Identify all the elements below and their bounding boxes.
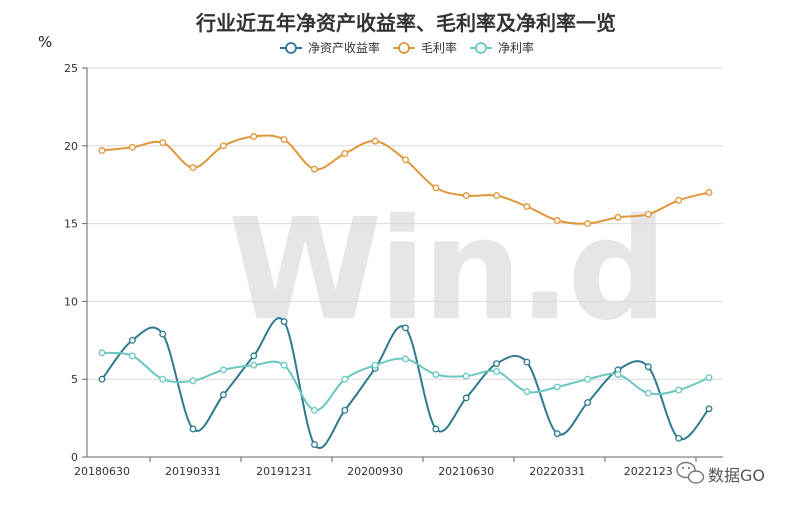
axes: [86, 68, 723, 458]
data-point: [250, 133, 258, 140]
data-point: [705, 189, 713, 196]
data-point: [614, 371, 622, 378]
data-point: [553, 217, 561, 224]
data-point: [128, 336, 136, 344]
data-point: [493, 192, 500, 200]
y-tick-label: 5: [71, 373, 78, 386]
data-point: [675, 386, 683, 394]
data-point: [675, 196, 683, 204]
data-point: [159, 375, 167, 383]
data-point: [341, 150, 349, 158]
data-point: [644, 210, 652, 218]
data-point: [584, 375, 592, 383]
data-point: [341, 406, 349, 414]
data-point: [584, 220, 592, 228]
x-tick-label: 2022123: [624, 465, 673, 478]
legend-swatch-marker: [398, 42, 410, 54]
brand-badge: 数据GO: [676, 461, 765, 485]
data-point: [432, 184, 440, 192]
data-point: [553, 383, 561, 391]
x-tick-label: 20191231: [256, 465, 312, 478]
data-point: [250, 361, 258, 369]
x-tick-label: 20220331: [529, 465, 585, 478]
wechat-icon: [676, 461, 705, 484]
legend-item[interactable]: 毛利率: [393, 40, 457, 55]
y-tick-label: 0: [71, 451, 78, 464]
data-point: [432, 425, 440, 433]
x-tick-label: 20200930: [347, 465, 403, 478]
data-point: [189, 377, 197, 385]
data-point: [432, 371, 440, 378]
data-point: [280, 136, 288, 144]
y-axis-ticks: 0 5 10 15 20 25: [64, 62, 87, 464]
data-point: [219, 142, 227, 150]
data-point: [98, 375, 106, 383]
legend-label: 净利率: [498, 40, 534, 55]
data-point: [614, 213, 622, 221]
data-point: [523, 388, 531, 396]
series-layer: [98, 133, 713, 449]
data-point: [523, 203, 531, 210]
data-point: [584, 399, 592, 406]
data-point: [705, 405, 713, 413]
data-point: [371, 361, 379, 369]
brand-name: 数据GO: [708, 466, 765, 485]
y-tick-label: 15: [64, 218, 78, 231]
data-point: [644, 363, 652, 371]
x-tick-label: 20210630: [438, 465, 494, 478]
data-point: [280, 361, 288, 369]
data-point: [250, 352, 258, 360]
x-tick-label: 20190331: [165, 465, 221, 478]
data-point: [159, 330, 167, 338]
data-point: [311, 406, 318, 414]
data-point: [189, 425, 197, 433]
data-point: [189, 164, 197, 172]
data-point: [493, 367, 500, 375]
x-tick-label: 20180630: [74, 465, 130, 478]
data-point: [341, 375, 349, 383]
legend-swatch-marker: [475, 42, 487, 54]
legend-label: 净资产收益率: [308, 40, 380, 55]
x-axis-ticks: 20180630 20190331 20191231 20200930 20210630…: [74, 457, 697, 478]
data-point: [462, 394, 470, 402]
data-point: [493, 360, 500, 368]
data-point: [311, 165, 318, 173]
legend-label: 毛利率: [421, 40, 457, 55]
data-point: [159, 139, 167, 147]
watermark: Win.d: [228, 189, 663, 352]
data-point: [675, 434, 683, 442]
data-point: [462, 372, 470, 380]
data-point: [402, 156, 409, 164]
data-point: [128, 352, 136, 360]
series-0: [98, 317, 713, 449]
data-point: [553, 430, 561, 438]
y-tick-label: 20: [64, 140, 78, 153]
data-point: [644, 389, 652, 397]
legend: 净资产收益率 毛利率 净利率: [280, 40, 534, 55]
y-tick-label: 10: [64, 295, 78, 308]
data-point: [462, 192, 470, 200]
data-point: [219, 391, 227, 399]
y-unit-label: %: [38, 33, 52, 51]
data-point: [371, 137, 379, 145]
data-point: [128, 143, 136, 151]
series-1: [98, 133, 713, 228]
legend-item[interactable]: 净利率: [470, 40, 534, 55]
data-point: [402, 355, 409, 363]
data-point: [402, 324, 409, 332]
data-point: [311, 441, 318, 449]
data-point: [705, 374, 713, 382]
data-point: [280, 318, 288, 326]
legend-swatch-marker: [285, 42, 297, 54]
data-point: [98, 349, 106, 357]
series-2: [98, 349, 713, 414]
data-point: [219, 366, 227, 374]
data-point: [523, 358, 531, 366]
y-tick-label: 25: [64, 62, 78, 75]
legend-item[interactable]: 净资产收益率: [280, 40, 380, 55]
chart-title: 行业近五年净资产收益率、毛利率及净利率一览: [195, 11, 616, 35]
data-point: [98, 147, 106, 154]
